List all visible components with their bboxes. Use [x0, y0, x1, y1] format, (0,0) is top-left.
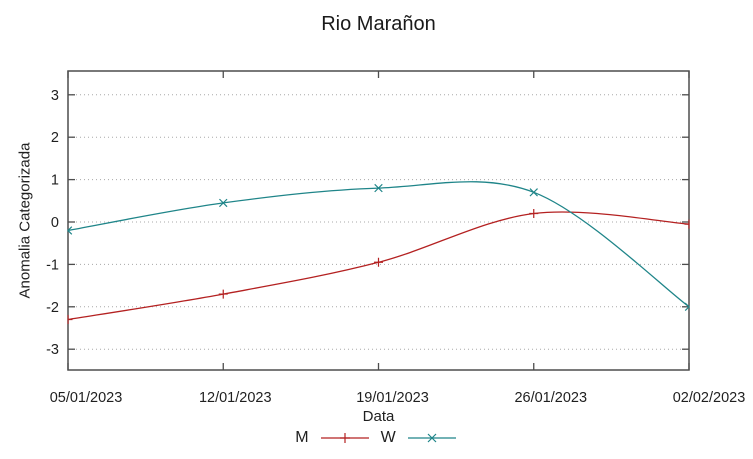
plus-marker-icon [67, 315, 73, 325]
y-tick-label: -2 [46, 300, 59, 316]
cross-marker-icon [427, 433, 437, 443]
x-tick-label: 26/01/2023 [514, 390, 587, 406]
gridlines [68, 94, 689, 350]
plus-marker-icon [684, 219, 690, 229]
legend-sample-line-w [407, 433, 456, 443]
x-axis-title: Data [362, 408, 395, 425]
plus-marker-icon [218, 289, 228, 299]
x-tick-label: 12/01/2023 [199, 390, 272, 406]
plot-border [67, 70, 690, 371]
x-tick-label: 02/02/2023 [673, 390, 746, 406]
y-tick-label: 3 [51, 88, 59, 104]
plus-marker-icon [339, 433, 350, 443]
y-tick-label: -3 [46, 342, 59, 358]
x-tick-label: 05/01/2023 [50, 390, 123, 406]
y-tick-label: -1 [46, 257, 59, 273]
series-markers-W [67, 183, 690, 312]
legend-sample-line-m [320, 433, 369, 443]
legend-label-m: M [295, 429, 309, 446]
y-tick-label: 0 [51, 215, 59, 231]
plus-marker-icon [529, 209, 539, 219]
cross-marker-icon [219, 198, 228, 208]
y-axis-title: Anomalia Categorizada [16, 142, 34, 299]
x-tick-label: 19/01/2023 [356, 390, 429, 406]
legend: M W [0, 430, 753, 446]
cross-marker-icon [529, 188, 538, 197]
series-markers-M [67, 209, 690, 325]
series-M [67, 209, 690, 325]
cross-marker-icon [67, 226, 73, 235]
y-tick-label: 2 [51, 130, 59, 146]
plus-marker-icon [374, 257, 383, 267]
axis-ticks [67, 71, 690, 370]
cross-marker-icon [684, 302, 690, 312]
series-line-W [67, 181, 690, 308]
legend-label-w: W [380, 429, 396, 446]
cross-marker-icon [374, 183, 383, 193]
chart-title: Rio Marañon [321, 13, 436, 35]
series-W [67, 181, 690, 312]
y-tick-label: 1 [51, 173, 59, 189]
